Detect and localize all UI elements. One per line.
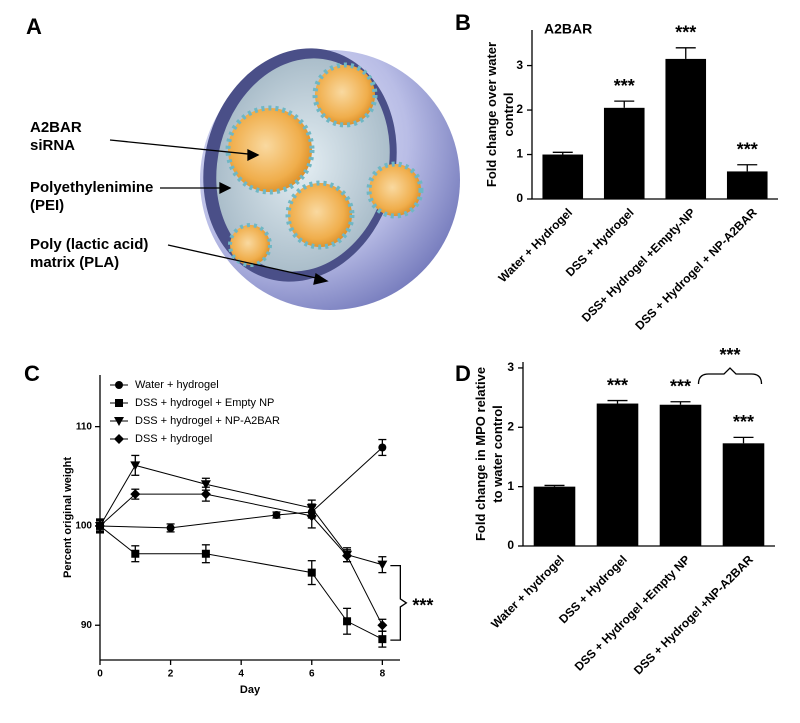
significance-label: *** (737, 140, 758, 160)
y-tick-label: 90 (81, 620, 93, 631)
y-axis-label: Fold change over water control (484, 42, 516, 187)
diagram-label-line: Polyethylenimine (30, 179, 153, 196)
y-axis-label-line: Fold change in MPO relative (473, 367, 488, 541)
legend-label: DSS + hydrogel + NP-A2BAR (135, 415, 280, 427)
comparison-label: *** (412, 596, 433, 616)
x-tick-label: DSS + Hydrogel +Empty NP (572, 552, 693, 673)
bar (542, 154, 584, 199)
marker (200, 480, 211, 490)
marker (200, 489, 211, 500)
diagram-label: Poly (lactic acid) matrix (PLA) (30, 236, 148, 271)
x-tick-label: 0 (97, 669, 103, 680)
series-line (99, 447, 383, 529)
nanoparticle-illustration (200, 48, 460, 310)
bar (596, 403, 639, 546)
y-axis-label-line: control (501, 92, 516, 136)
x-tick-label: 6 (309, 669, 315, 680)
marker (114, 417, 124, 426)
diagram-label: A2BAR siRNA (30, 119, 82, 154)
bar (603, 107, 645, 199)
diagram-label-line: matrix (PLA) (30, 254, 119, 271)
marker (115, 399, 123, 407)
marker (343, 617, 352, 626)
marker (166, 523, 175, 532)
marker (130, 489, 141, 500)
y-tick-label: 3 (507, 360, 514, 374)
x-tick-label: 2 (168, 669, 174, 680)
legend-label: DSS + hydrogel (135, 433, 212, 445)
y-tick-label: 3 (516, 58, 523, 72)
series-line (99, 464, 383, 566)
panel-label: D (455, 361, 471, 386)
y-tick-label: 100 (75, 521, 92, 532)
diagram-label-line: (PEI) (30, 197, 64, 214)
x-axis-label: Day (240, 684, 261, 696)
significance-label: *** (670, 377, 691, 397)
marker (115, 381, 123, 389)
marker (201, 549, 210, 558)
x-tick-label: Water + Hydrogel (496, 205, 576, 285)
y-tick-label: 110 (76, 421, 93, 432)
marker (306, 511, 317, 522)
marker (377, 620, 388, 631)
significance-label: *** (675, 23, 696, 43)
diagram-label-line: Poly (lactic acid) (30, 236, 148, 253)
legend-label: Water + hydrogel (135, 379, 219, 391)
bar (722, 443, 765, 546)
bar (659, 404, 702, 546)
panel-label: A (26, 14, 42, 39)
series-line (99, 525, 383, 640)
x-tick-label: Water + hydrogel (488, 552, 567, 631)
y-axis-label-line: Fold change over water (484, 42, 499, 187)
comparison-bracket (697, 367, 763, 385)
comparison-bracket (390, 565, 408, 641)
diagram-label-line: siRNA (30, 137, 75, 154)
x-tick-label: DSS + Hydrogel (556, 552, 630, 626)
comparison-label: *** (719, 345, 740, 365)
x-tick-label: DSS + Hydrogel +NP-A2BAR (631, 552, 756, 677)
y-tick-label: 2 (507, 419, 514, 433)
significance-label: *** (614, 76, 635, 96)
y-tick-label: 2 (516, 102, 523, 116)
series-line (99, 493, 383, 626)
panel-label: C (24, 361, 40, 386)
marker (378, 635, 387, 644)
x-tick-label: DSS+ Hydrogel +Empty-NP (579, 205, 698, 324)
x-tick-label: DSS + Hydrogel + NP-A2BAR (632, 205, 760, 333)
significance-label: *** (607, 375, 628, 395)
panel-label: B (455, 10, 471, 35)
x-tick-label: 4 (238, 669, 244, 680)
marker (378, 443, 387, 452)
bar (726, 171, 768, 199)
y-tick-label: 1 (516, 147, 523, 161)
legend-label: DSS + hydrogel + Empty NP (135, 397, 274, 409)
marker (342, 550, 353, 561)
y-tick-label: 1 (507, 479, 514, 493)
diagram-label-line: A2BAR (30, 119, 82, 136)
marker (377, 560, 388, 570)
label-arrows (109, 139, 329, 285)
x-tick-label: 8 (380, 669, 386, 680)
marker (114, 434, 124, 444)
marker (307, 568, 316, 577)
y-tick-label: 0 (507, 538, 514, 552)
marker (130, 461, 141, 471)
marker (131, 549, 140, 558)
y-axis-label: Fold change in MPO relative to water cont… (473, 367, 505, 541)
marker (95, 520, 105, 531)
bar (665, 58, 707, 199)
significance-label: *** (733, 412, 754, 432)
chart-title: A2BAR (544, 21, 592, 37)
y-tick-label: 0 (516, 191, 523, 205)
y-axis-label-line: to water control (490, 405, 505, 503)
bar (533, 486, 576, 546)
diagram-label: Polyethylenimine (PEI) (30, 179, 153, 214)
marker (272, 511, 281, 520)
y-axis-label: Percent original weight (62, 457, 74, 578)
